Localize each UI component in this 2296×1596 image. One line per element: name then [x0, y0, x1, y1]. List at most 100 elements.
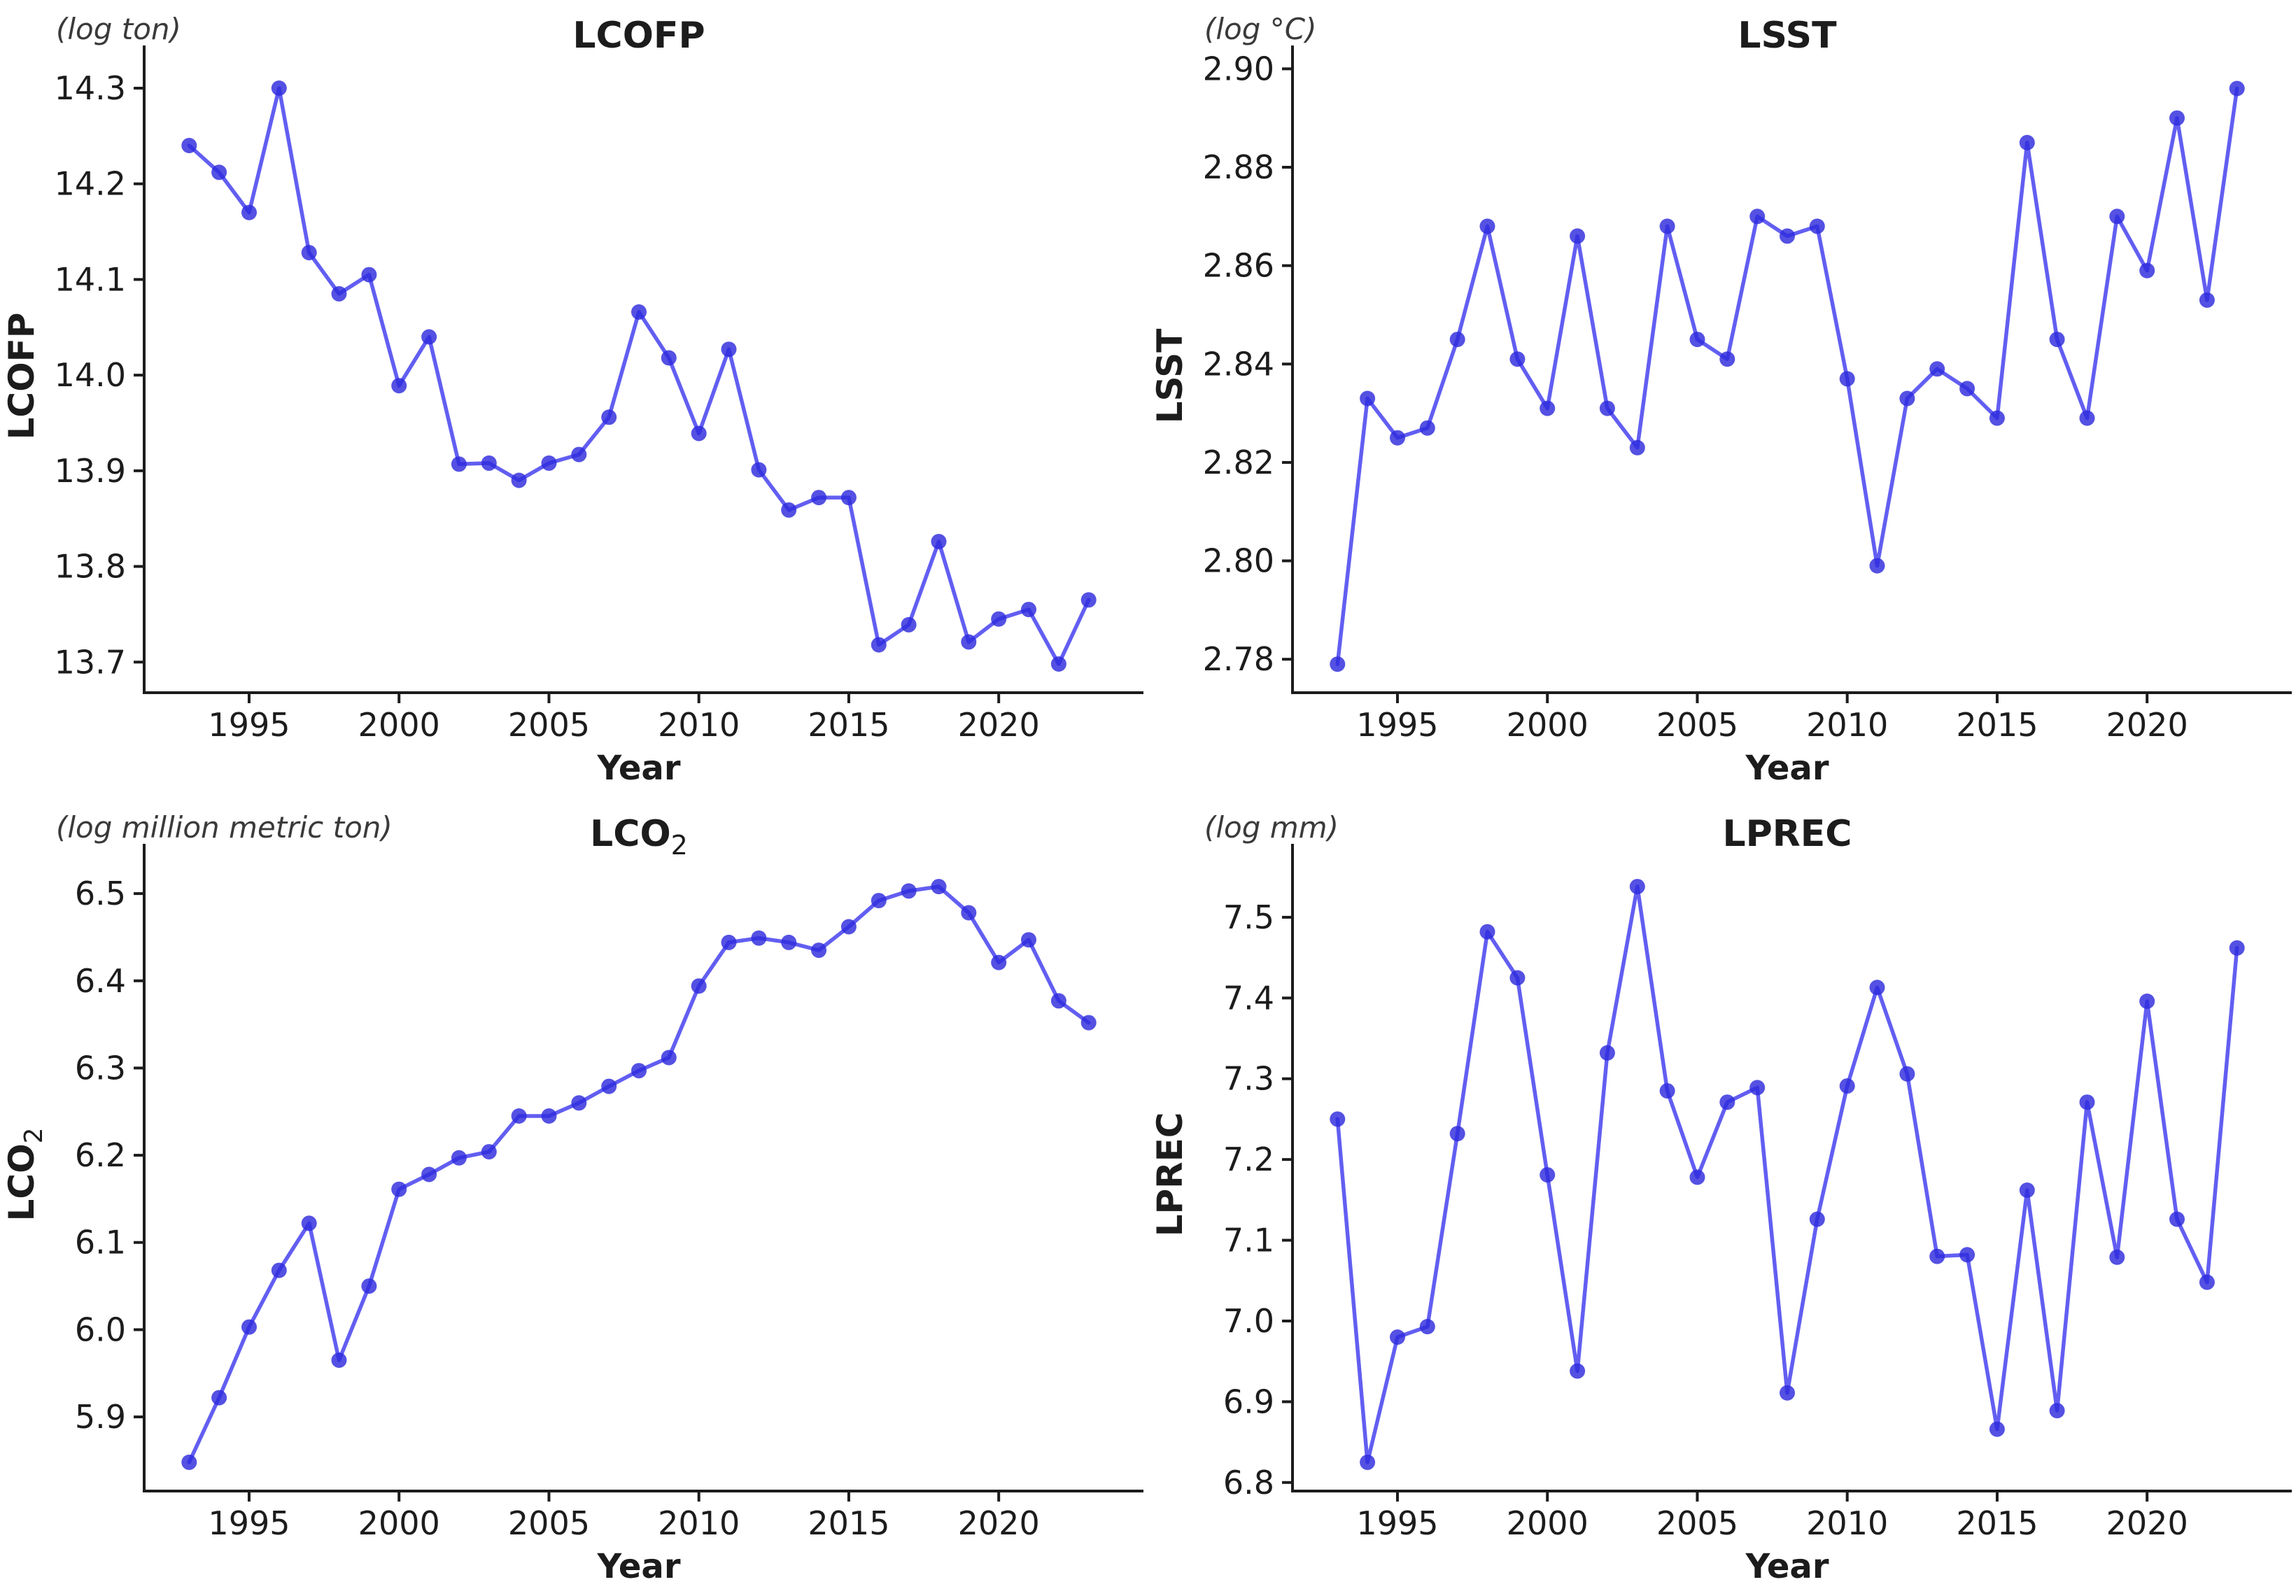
data-point [601, 1078, 617, 1094]
series-line [1335, 884, 2239, 1464]
data-point [481, 455, 497, 471]
data-point [1080, 592, 1097, 608]
x-tick-label: 2010 [658, 706, 740, 744]
unit-label: (log million metric ton) [56, 810, 393, 845]
data-point [901, 883, 917, 899]
unit-label: (log mm) [1204, 810, 1339, 845]
y-tick-label: 2.88 [1203, 148, 1274, 186]
data-point [451, 1150, 467, 1166]
data-point [1659, 1083, 1675, 1099]
data-point [1689, 1169, 1705, 1185]
data-point [541, 1108, 557, 1124]
data-point [1360, 1454, 1376, 1470]
chart-title: LPREC [1723, 813, 1852, 855]
data-point [1050, 656, 1066, 672]
chart-lsst: 2.78 2.80 2.82 2.84 2.86 2.88 2.90 1995 2000 2005… [1150, 12, 2292, 788]
y-tick-label: 7.3 [1223, 1060, 1274, 1098]
chart-title: LCO2 [590, 813, 688, 861]
data-point [361, 267, 377, 283]
series-line [1335, 86, 2239, 666]
data-point [811, 942, 827, 959]
data-point [571, 446, 587, 462]
y-axis-label: LSST [1150, 329, 1190, 424]
data-point [631, 1063, 647, 1079]
data-point [1809, 1211, 1825, 1227]
data-point [781, 934, 797, 950]
y-axis-label: LPREC [1150, 1113, 1190, 1237]
data-point [1599, 400, 1615, 416]
x-tick-label: 2005 [508, 706, 590, 744]
chart-panel-lco2: 5.9 6.0 6.1 6.2 6.3 6.4 6.5 1995 2000 2005 2010 201… [0, 798, 1148, 1596]
unit-label: (log °C) [1204, 12, 1316, 46]
chart-title: LCOFP [572, 15, 705, 57]
y-tick-label: 13.8 [55, 548, 126, 586]
data-point [241, 204, 257, 220]
data-point [691, 425, 707, 442]
data-point [811, 490, 827, 506]
data-point [481, 1144, 497, 1160]
data-point [1050, 993, 1066, 1009]
x-tick-label: 2020 [2106, 706, 2188, 744]
y-tick-label: 2.80 [1203, 542, 1274, 580]
data-point [511, 472, 527, 488]
data-point [331, 1353, 347, 1368]
data-point [1929, 1248, 1945, 1264]
y-tick-label: 6.4 [75, 962, 126, 1000]
data-point [2049, 332, 2065, 348]
data-point [1540, 400, 1556, 416]
data-point [1749, 209, 1766, 225]
data-point [661, 1050, 677, 1066]
x-tick-label: 2010 [658, 1504, 740, 1542]
data-point [331, 285, 347, 302]
data-point [211, 164, 227, 181]
data-point [2109, 209, 2125, 225]
data-point [1839, 371, 1855, 387]
x-tick-label: 2010 [1806, 706, 1888, 744]
y-tick-label: 6.2 [75, 1136, 126, 1174]
data-point [2139, 994, 2155, 1009]
x-tick-label: 2015 [808, 1504, 889, 1542]
x-tick-label: 2015 [1956, 1504, 2038, 1542]
series-line [187, 884, 1091, 1464]
data-point [361, 1278, 377, 1294]
data-point [1330, 656, 1346, 672]
chart-panel-lprec: 6.8 6.9 7.0 7.1 7.2 7.3 7.4 7.5 1995 2000 2005 2010… [1148, 798, 2296, 1596]
data-point [1809, 218, 1825, 234]
data-point [2019, 134, 2035, 150]
x-tick-label: 2010 [1806, 1504, 1888, 1542]
data-point [1390, 1329, 1405, 1345]
y-tick-label: 14.0 [55, 356, 126, 394]
data-point [1899, 390, 1915, 407]
data-point [721, 934, 737, 950]
data-point [181, 138, 197, 153]
y-tick-label: 6.3 [75, 1049, 126, 1087]
data-point [961, 634, 977, 650]
data-point [691, 978, 707, 994]
data-point [1570, 1363, 1586, 1379]
data-point [541, 455, 557, 471]
data-point [991, 954, 1007, 970]
data-point [1419, 1319, 1435, 1334]
data-point [1780, 1385, 1795, 1401]
data-point [2109, 1249, 2125, 1265]
data-point [1509, 351, 1526, 367]
y-tick-label: 2.84 [1203, 345, 1274, 383]
data-point [1449, 332, 1465, 348]
x-tick-label: 2020 [958, 1504, 1040, 1542]
data-point [1959, 381, 1975, 397]
x-tick-label: 2000 [1507, 1504, 1589, 1542]
data-point [2019, 1182, 2035, 1198]
x-axis-label: Year [1745, 749, 1829, 788]
chart-lprec: 6.8 6.9 7.0 7.1 7.2 7.3 7.4 7.5 1995 2000 2005 2010… [1150, 810, 2292, 1586]
x-tick-label: 2000 [1507, 706, 1589, 744]
data-point [421, 329, 437, 345]
data-point [2079, 1094, 2095, 1110]
data-point [661, 350, 677, 366]
data-point [2169, 110, 2185, 126]
data-point [1330, 1111, 1346, 1127]
y-tick-label: 6.8 [1223, 1464, 1274, 1502]
data-point [751, 930, 767, 946]
data-point [181, 1454, 197, 1470]
data-point [871, 637, 887, 653]
